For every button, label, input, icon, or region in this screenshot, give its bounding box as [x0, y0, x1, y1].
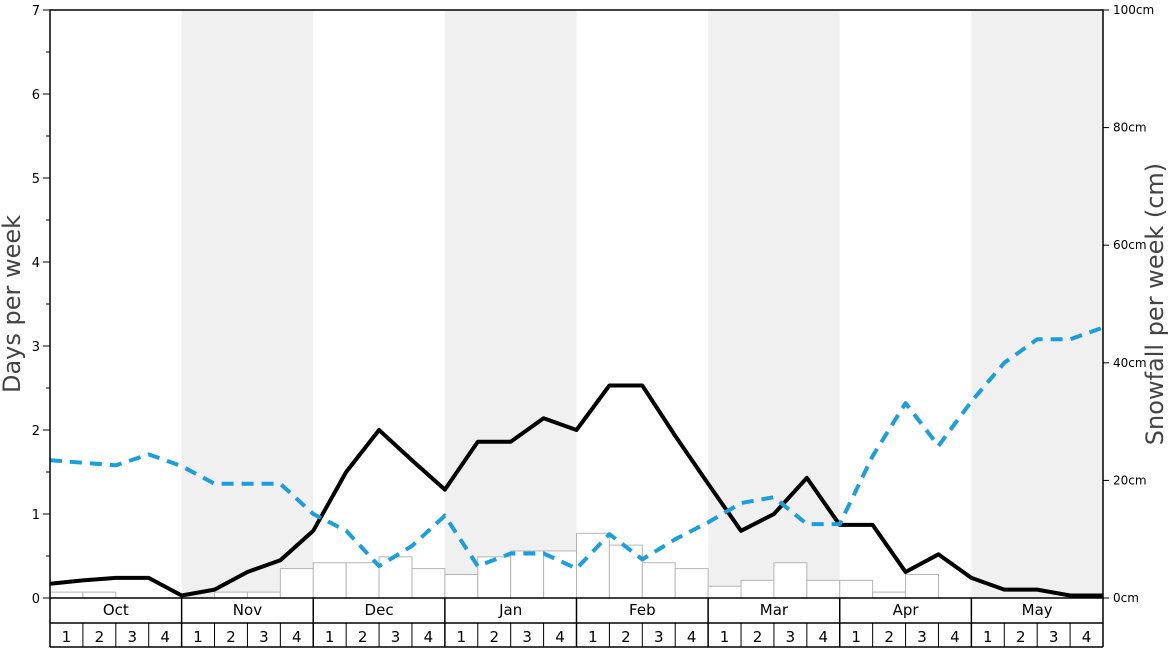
- week-label: 4: [950, 628, 960, 646]
- month-label-oct: Oct: [103, 601, 129, 619]
- left-y-axis: 0 1 2 3 4 5 6 7: [32, 4, 50, 607]
- week-label: 1: [851, 628, 861, 646]
- snowfall-bar: [773, 562, 808, 599]
- week-label: 4: [555, 628, 565, 646]
- week-label: 1: [457, 628, 467, 646]
- right-tick-label: 80cm: [1113, 121, 1147, 135]
- month-label-jan: Jan: [498, 601, 522, 619]
- left-tick-label: 4: [32, 256, 40, 271]
- snowfall-bar: [378, 556, 413, 599]
- solid-series-line: [49, 383, 1103, 598]
- week-label: 2: [226, 628, 236, 646]
- snowfall-bar: [510, 550, 545, 599]
- month-label-apr: Apr: [893, 601, 920, 619]
- week-label: 4: [819, 628, 829, 646]
- week-label: 1: [983, 628, 993, 646]
- month-shading: [181, 10, 1103, 598]
- shade-nov: [181, 10, 314, 598]
- y-axis-title-right: Snowfall per week (cm): [1141, 163, 1168, 445]
- week-label: 3: [259, 628, 269, 646]
- snowfall-bar: [872, 591, 907, 599]
- snowfall-bar: [806, 579, 841, 599]
- left-tick-label: 1: [32, 508, 40, 523]
- snowfall-bar: [345, 562, 380, 599]
- snowfall-bar: [543, 550, 577, 599]
- week-label: 2: [358, 628, 368, 646]
- x-axis-month-week: Oct 1 2 3 4 Nov 1 2 3 4 Dec 1 2 3 4 Jan 1 2 3 4 Feb 1 2 3 4 Mar 1 2…: [49, 598, 1104, 648]
- snowfall-bar: [839, 579, 874, 599]
- week-label: 4: [1082, 628, 1092, 646]
- snowfall-bar: [477, 556, 512, 599]
- week-label: 3: [127, 628, 137, 646]
- week-label: 2: [621, 628, 631, 646]
- left-tick-label: 2: [32, 424, 40, 439]
- left-tick-label: 0: [32, 592, 40, 607]
- month-label-dec: Dec: [365, 601, 394, 619]
- week-label: 4: [292, 628, 302, 646]
- snowfall-bar: [279, 568, 314, 599]
- week-label: 3: [522, 628, 532, 646]
- left-tick-label: 7: [32, 4, 40, 19]
- week-label: 3: [391, 628, 401, 646]
- week-label: 3: [1049, 628, 1059, 646]
- week-label: 1: [720, 628, 730, 646]
- right-tick-label: 40cm: [1113, 356, 1147, 370]
- shade-jan: [444, 10, 577, 598]
- week-label: 1: [62, 628, 72, 646]
- week-label: 4: [687, 628, 697, 646]
- month-label-may: May: [1022, 601, 1053, 619]
- snowfall-bar: [49, 591, 84, 599]
- snowfall-bar: [608, 544, 643, 599]
- month-label-nov: Nov: [233, 601, 262, 619]
- dashed-series-line: [49, 325, 1104, 571]
- snowfall-bar: [740, 579, 775, 599]
- week-label: 1: [193, 628, 203, 646]
- left-tick-label: 3: [32, 340, 40, 355]
- week-label: 2: [884, 628, 894, 646]
- snowfall-bar: [674, 568, 709, 599]
- snowfall-bar: [707, 585, 742, 599]
- week-label: 4: [160, 628, 170, 646]
- week-label: 3: [917, 628, 927, 646]
- snowfall-bar: [246, 591, 281, 599]
- y-axis-title-left: Days per week: [0, 215, 26, 393]
- week-label: 1: [325, 628, 335, 646]
- right-tick-label: 60cm: [1113, 238, 1147, 252]
- month-label-feb: Feb: [629, 601, 656, 619]
- week-label: 3: [786, 628, 796, 646]
- snowfall-bar: [411, 568, 446, 599]
- week-label: 2: [489, 628, 499, 646]
- right-tick-label: 100cm: [1113, 3, 1154, 17]
- shade-may: [971, 10, 1103, 598]
- month-label-mar: Mar: [760, 601, 789, 619]
- right-y-axis: 0cm 20cm 40cm 60cm 80cm 100cm: [1103, 3, 1154, 605]
- snowfall-bar: [905, 573, 939, 599]
- week-label: 2: [1016, 628, 1026, 646]
- right-tick-label: 0cm: [1113, 591, 1139, 605]
- week-label: 3: [654, 628, 664, 646]
- data-lines: [49, 325, 1104, 598]
- left-tick-label: 5: [32, 172, 40, 187]
- right-tick-label: 20cm: [1113, 473, 1147, 487]
- snowfall-bars: [49, 532, 939, 599]
- snowfall-bar: [82, 591, 117, 599]
- week-label: 1: [588, 628, 598, 646]
- snowfall-bar: [312, 562, 347, 599]
- snowfall-bar: [444, 573, 479, 599]
- week-label: 2: [95, 628, 105, 646]
- left-tick-label: 6: [32, 88, 40, 103]
- snowfall-bar: [641, 562, 676, 599]
- shade-mar: [708, 10, 840, 598]
- week-label: 2: [753, 628, 763, 646]
- week-label: 4: [424, 628, 434, 646]
- snowfall-bar: [214, 591, 248, 599]
